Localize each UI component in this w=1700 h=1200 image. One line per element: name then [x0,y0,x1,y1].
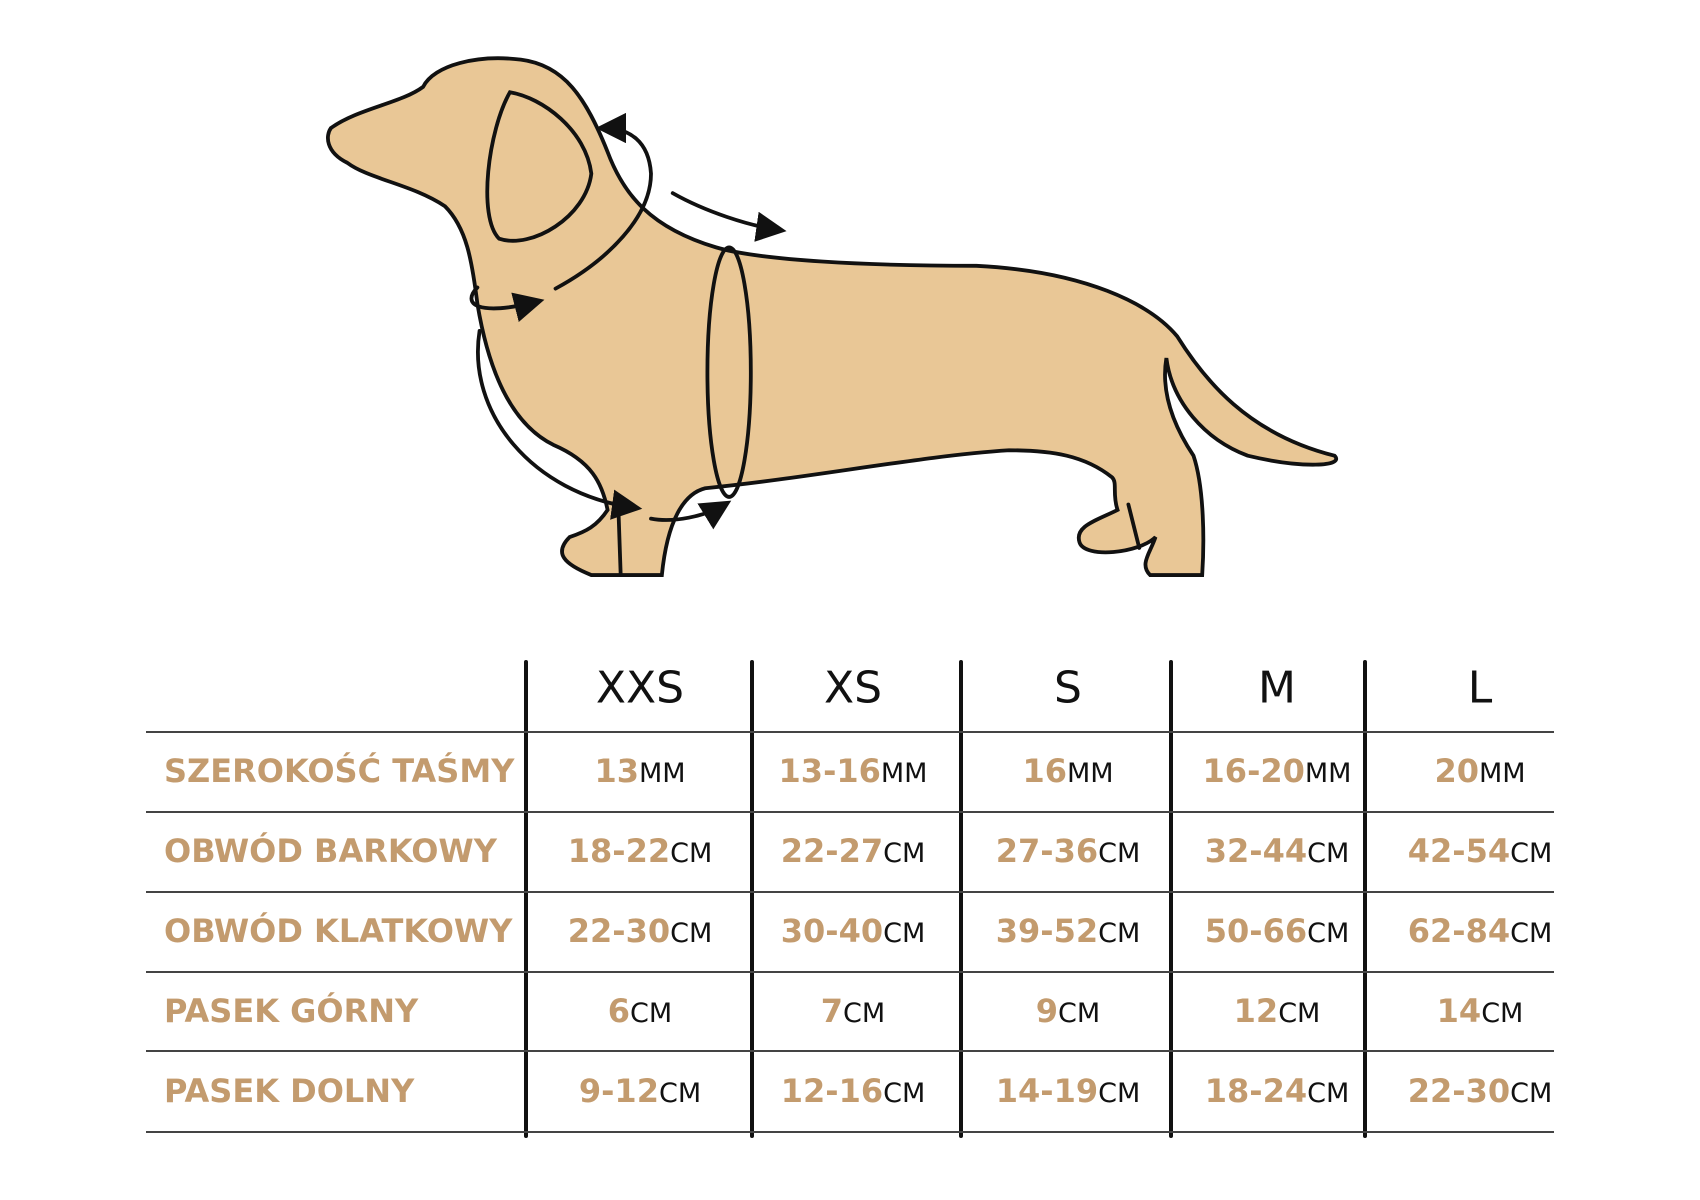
cell-value: 22-30 [567,912,671,950]
cell-unit: CM [1510,1077,1553,1109]
cell-unit: MM [638,758,686,789]
cell-value: 7 [820,991,844,1030]
cell-unit: CM [1098,838,1141,869]
size-header: XXS [595,662,685,714]
cell-unit: CM [1058,997,1101,1029]
row-divider [146,1131,1554,1133]
cell-value: 20 [1434,752,1479,790]
cell-unit: CM [658,1077,702,1109]
size-cell: 27-36CM [996,832,1141,870]
cell-value: 9-12 [578,1071,659,1110]
cell-value: 18-22 [567,832,671,870]
cell-unit: CM [843,997,886,1029]
cell-value: 22-27 [780,832,884,870]
size-cell: 18-24CM [1205,1072,1350,1110]
size-cell: 16MM [1022,752,1113,790]
size-cell: 6CM [608,992,672,1030]
size-cell: 39-52CM [996,912,1141,950]
cell-unit: CM [1510,918,1553,949]
size-cell: 14CM [1437,992,1524,1030]
size-header: L [1467,662,1493,714]
size-cell: 18-22CM [568,832,713,870]
column-divider [1169,660,1173,1138]
size-cell: 9CM [1036,992,1100,1030]
cell-unit: CM [1307,838,1350,869]
size-cell: 22-30CM [1408,1072,1553,1110]
dog-illustration [326,56,1339,577]
cell-unit: CM [883,918,926,949]
cell-value: 39-52 [995,912,1099,950]
size-cell: 14-19CM [996,1072,1141,1110]
cell-value: 18-24 [1204,1071,1308,1110]
cell-value: 6 [607,991,631,1030]
size-header: M [1258,662,1296,714]
cell-unit: CM [670,838,713,869]
cell-unit: MM [1304,758,1352,789]
cell-unit: CM [1510,838,1553,869]
size-cell: 22-27CM [781,832,926,870]
size-cell: 22-30CM [568,912,713,950]
cell-value: 42-54 [1407,832,1511,870]
size-header: XS [823,662,883,714]
row-divider [146,731,1554,733]
cell-value: 16-20 [1202,752,1305,790]
size-cell: 32-44CM [1205,832,1350,870]
cell-value: 62-84 [1407,912,1511,950]
cell-value: 9 [1035,991,1059,1030]
row-divider [146,811,1554,813]
cell-value: 14 [1436,991,1482,1030]
cell-unit: CM [1098,1077,1141,1109]
size-cell: 13MM [594,752,685,790]
size-cell: 7CM [821,992,885,1030]
row-label: OBWÓD KLATKOWY [164,912,513,950]
size-cell: 42-54CM [1408,832,1553,870]
size-cell: 62-84CM [1408,912,1553,950]
size-cell: 16-20MM [1203,752,1352,790]
size-cell: 12CM [1234,992,1321,1030]
row-label: OBWÓD BARKOWY [164,832,497,870]
cell-unit: MM [1478,758,1526,789]
cell-unit: CM [1307,918,1350,949]
row-label: SZEROKOŚĆ TAŚMY [164,752,515,790]
cell-value: 12 [1233,991,1279,1030]
cell-value: 32-44 [1204,832,1308,870]
cell-unit: CM [883,838,926,869]
cell-value: 30-40 [780,912,884,950]
cell-value: 12-16 [780,1071,884,1110]
cell-unit: CM [670,918,713,949]
cell-value: 50-66 [1204,912,1308,950]
cell-unit: MM [880,758,928,789]
row-divider [146,891,1554,893]
cell-unit: CM [1278,997,1321,1029]
size-cell: 50-66CM [1205,912,1350,950]
cell-unit: CM [1481,997,1524,1029]
size-cell: 12-16CM [781,1072,926,1110]
size-cell: 20MM [1434,752,1525,790]
row-divider [146,1050,1554,1052]
cell-value: 14-19 [995,1071,1099,1110]
size-cell: 30-40CM [781,912,926,950]
cell-unit: CM [1307,1077,1350,1109]
cell-value: 16 [1022,752,1067,790]
row-divider [146,971,1554,973]
size-header: S [1054,662,1082,714]
cell-unit: CM [883,1077,926,1109]
cell-unit: MM [1066,758,1114,789]
cell-value: 27-36 [995,832,1099,870]
cell-value: 13-16 [778,752,881,790]
cell-value: 22-30 [1407,1071,1511,1110]
row-label: PASEK GÓRNY [164,991,419,1030]
cell-unit: CM [1098,918,1141,949]
column-divider [959,660,963,1138]
size-cell: 9-12CM [579,1072,701,1110]
column-divider [750,660,754,1138]
column-divider [524,660,528,1138]
row-label: PASEK DOLNY [164,1071,415,1110]
size-cell: 13-16MM [779,752,928,790]
cell-unit: CM [630,997,673,1029]
column-divider [1363,660,1367,1138]
cell-value: 13 [594,752,639,790]
